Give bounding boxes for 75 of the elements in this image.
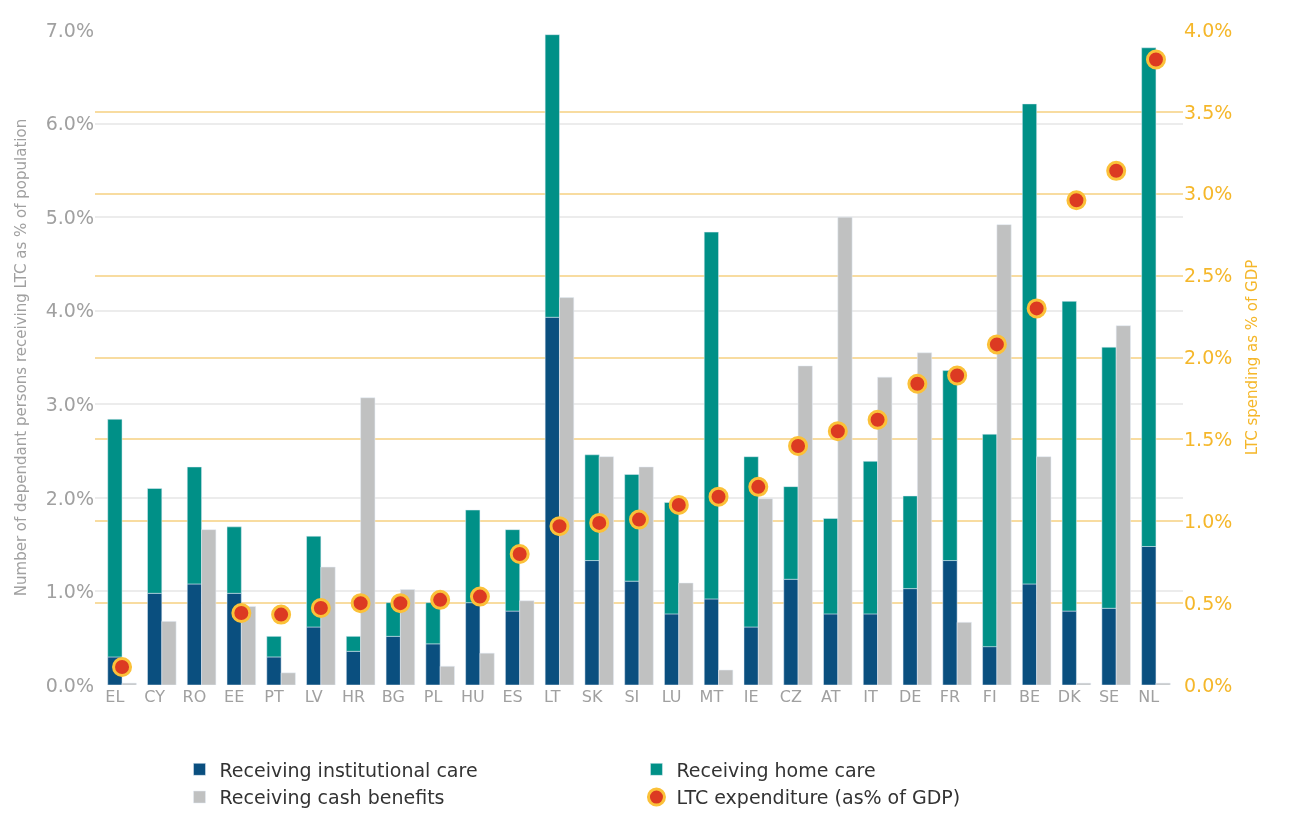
y-axis-title: Number of dependant persons receiving LTC as % of population	[11, 118, 30, 597]
x-tick-label: SK	[581, 687, 603, 706]
point	[947, 365, 968, 386]
x-tick-label: DK	[1057, 687, 1082, 706]
x-tick-label: EE	[224, 687, 245, 706]
point	[112, 656, 133, 677]
x-tick-label: LU	[661, 687, 682, 706]
x-tick-label: DE	[898, 687, 922, 706]
y2-tick-label: 1.5%	[1184, 428, 1233, 451]
x-tick-label: SI	[624, 687, 640, 706]
y-tick-label: 6.0%	[45, 112, 94, 135]
y2-tick-label: 0.0%	[1184, 673, 1233, 696]
x-tick-label: CZ	[779, 687, 803, 706]
x-tick-label: LT	[544, 687, 561, 706]
y2-tick-label: 4.0%	[1184, 18, 1233, 41]
x-tick-label: PL	[423, 687, 443, 706]
x-tick-label: AT	[820, 687, 841, 706]
y-tick-label: 2.0%	[45, 486, 94, 509]
point	[867, 409, 888, 430]
point	[350, 593, 371, 614]
point	[1106, 160, 1127, 181]
x-tick-label: ES	[502, 687, 523, 706]
legend-label: Receiving cash benefits	[219, 786, 445, 809]
point	[549, 516, 570, 537]
legend-label: Receiving institutional care	[219, 758, 478, 781]
point	[390, 593, 411, 614]
point	[430, 589, 451, 610]
y2-tick-label: 2.5%	[1184, 264, 1233, 287]
point	[589, 512, 610, 533]
y2-tick-label: 0.5%	[1184, 591, 1233, 614]
point	[231, 602, 252, 623]
x-tick-label: IT	[863, 687, 878, 706]
point	[1145, 49, 1166, 70]
x-tick-label: IE	[743, 687, 759, 706]
y2-axis-title: LTC spending as % of GDP	[1243, 259, 1262, 456]
x-tick-label: HR	[341, 687, 366, 706]
point	[1066, 190, 1087, 211]
point	[748, 476, 769, 497]
point	[469, 586, 490, 607]
point	[509, 544, 530, 564]
x-tick-label: NL	[1138, 687, 1160, 706]
x-tick-label: EL	[105, 687, 125, 706]
y-tick-label: 0.0%	[45, 673, 94, 696]
legend-label: LTC expenditure (as% of GDP)	[676, 786, 961, 809]
legend-label: Receiving home care	[676, 758, 876, 781]
y-tick-label: 1.0%	[45, 580, 94, 603]
x-tick-label: LV	[304, 687, 323, 706]
y2-tick-label: 3.5%	[1184, 100, 1233, 123]
point	[986, 334, 1007, 355]
y2-tick-label: 1.0%	[1184, 509, 1233, 532]
y-tick-label: 7.0%	[45, 18, 94, 41]
y2-tick-label: 2.0%	[1184, 346, 1233, 369]
point	[271, 604, 292, 625]
point	[629, 509, 649, 530]
point	[708, 486, 729, 507]
x-tick-label: BG	[381, 687, 405, 706]
y2-tick-label: 3.0%	[1184, 182, 1233, 205]
x-tick-label: CY	[144, 687, 166, 706]
x-tick-label: FI	[982, 687, 997, 706]
x-tick-label: MT	[699, 687, 724, 706]
y-tick-label: 3.0%	[45, 392, 94, 415]
x-tick-label: FR	[939, 687, 961, 706]
point	[1026, 298, 1047, 319]
x-tick-label: RO	[182, 687, 207, 706]
x-tick-label: PT	[264, 687, 284, 706]
x-tick-label: BE	[1018, 687, 1041, 706]
point	[668, 494, 689, 515]
point	[788, 435, 809, 456]
point	[827, 421, 848, 442]
y-tick-label: 4.0%	[45, 299, 94, 322]
point	[907, 373, 928, 394]
y-tick-label: 5.0%	[45, 205, 94, 228]
x-tick-label: HU	[460, 687, 485, 706]
point	[310, 598, 331, 619]
x-tick-label: SE	[1098, 687, 1120, 706]
